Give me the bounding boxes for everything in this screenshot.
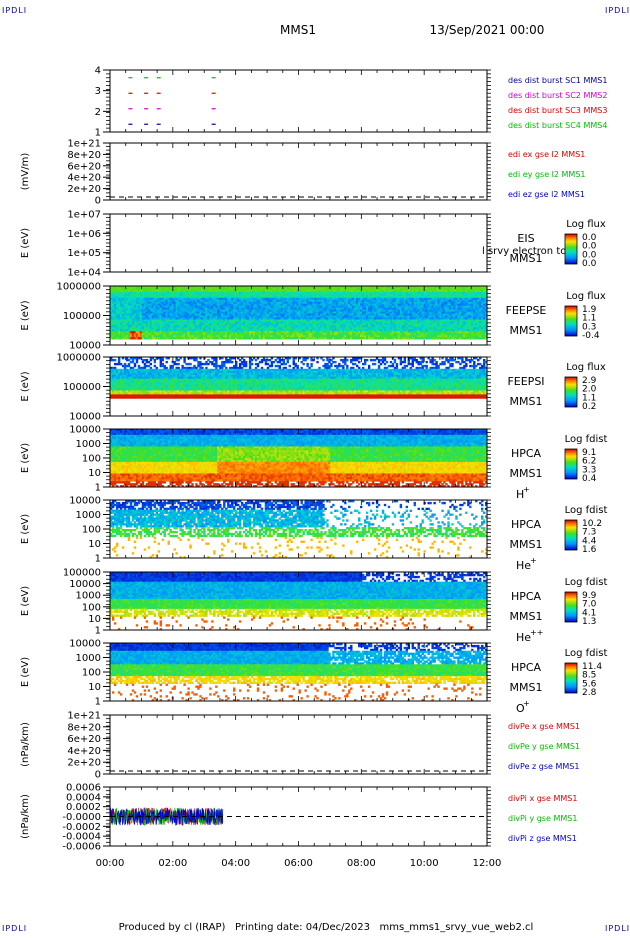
y-tick-label: 1e+07 xyxy=(67,210,101,221)
legend-entry: des dist burst SC1 MMS1 xyxy=(508,76,607,85)
y-tick-label: 4 xyxy=(95,66,101,77)
y-axis-label: (mV/m) xyxy=(20,153,31,191)
y-tick-label: 1e+05 xyxy=(67,248,101,259)
legend-entry: edi ex gse l2 MMS1 xyxy=(508,150,585,159)
legend-entry: edi ez gse l2 MMS1 xyxy=(508,190,585,199)
y-tick-label: 6e+20 xyxy=(67,161,101,172)
corner-mark-top-right: IPDLI xyxy=(605,6,630,15)
colorbar-tick: 0.0 xyxy=(582,259,597,269)
y-tick-label: 3 xyxy=(95,86,101,97)
y-axis-label: E (eV) xyxy=(20,228,31,258)
y-tick-label: 1e+04 xyxy=(67,268,101,279)
panels: 4 3 2 1 des dist burst SC1 MMS1 des dist burs… xyxy=(20,66,607,853)
panel-frame xyxy=(110,143,487,200)
colorbar-title: Log flux xyxy=(566,219,606,230)
y-tick-label: 4e+20 xyxy=(67,173,101,184)
y-tick-label: 1e+06 xyxy=(67,229,101,240)
spectrogram xyxy=(110,286,487,340)
panel-frame xyxy=(110,214,487,272)
header-datetime: 13/Sep/2021 00:00 xyxy=(430,23,545,37)
spacecraft-label: MMS1 xyxy=(510,252,543,265)
legend-entry: edi ey gse l2 MMS1 xyxy=(508,170,586,179)
y-tick-label: 1e+21 xyxy=(67,139,101,150)
corner-mark-bottom-left: IPDLI xyxy=(2,924,27,933)
legend-entry: des dist burst SC2 MMS2 xyxy=(508,91,607,100)
panel-frame xyxy=(110,70,487,132)
corner-mark-bottom-right: IPDLI xyxy=(605,924,630,933)
header-spacecraft: MMS1 xyxy=(280,23,316,37)
corner-mark-top-left: IPDLI xyxy=(2,6,27,15)
legend-entry: des dist burst SC4 MMS4 xyxy=(508,121,607,130)
y-tick-label: 2e+20 xyxy=(67,184,101,195)
legend-entry: des dist burst SC3 MMS3 xyxy=(508,106,607,115)
y-tick-label: 1 xyxy=(95,128,101,139)
footer-text: Produced by cl (IRAP) Printing date: 04/… xyxy=(119,922,534,933)
instrument-label: EIS xyxy=(517,232,534,245)
y-tick-label: 2 xyxy=(95,107,101,118)
y-tick-label: 0 xyxy=(95,196,101,207)
colorbar xyxy=(565,234,577,264)
y-tick-label: 8e+20 xyxy=(67,150,101,161)
